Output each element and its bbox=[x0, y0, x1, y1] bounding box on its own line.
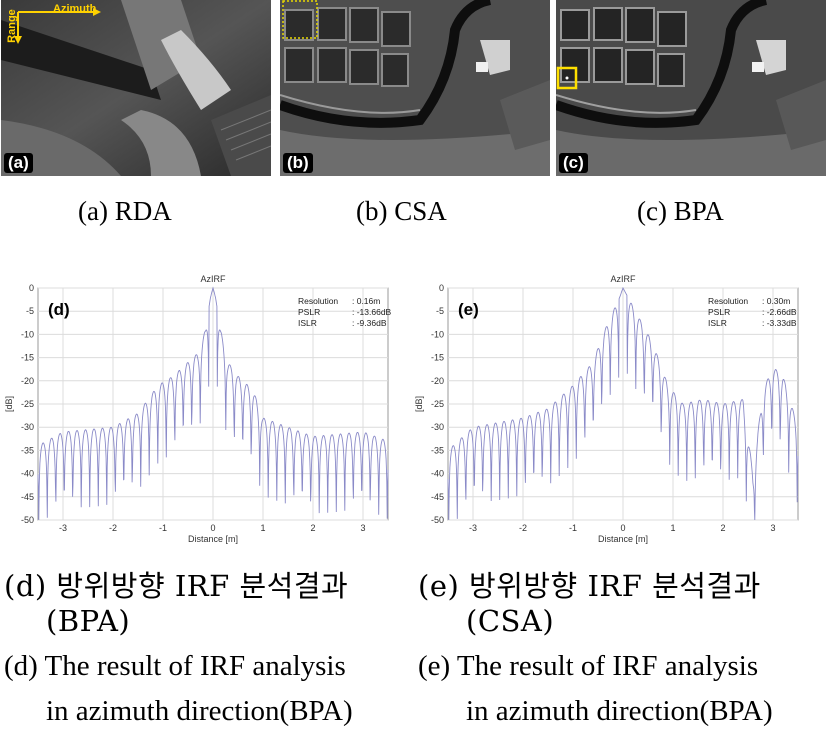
caption-en-e-line1: (e) The result of IRF analysis bbox=[418, 650, 759, 682]
y-tick-label: -30 bbox=[431, 422, 444, 432]
sar-image-csa: (b) bbox=[280, 0, 550, 176]
stat-label: Resolution bbox=[298, 296, 338, 306]
y-tick-label: -15 bbox=[21, 353, 34, 363]
x-tick-label: 2 bbox=[310, 523, 315, 533]
x-tick-label: 0 bbox=[210, 523, 215, 533]
stat-label: PSLR bbox=[708, 307, 730, 317]
panel-label-c: (c) bbox=[559, 153, 588, 173]
y-tick-label: -50 bbox=[21, 515, 34, 525]
x-tick-label: -3 bbox=[59, 523, 67, 533]
y-tick-label: -15 bbox=[431, 353, 444, 363]
x-tick-label: -1 bbox=[159, 523, 167, 533]
caption-ko-d-line1: (d) 방위방향 IRF 분석결과 bbox=[4, 569, 349, 603]
stat-value: : 0.30m bbox=[762, 296, 790, 306]
stat-label: PSLR bbox=[298, 307, 320, 317]
stat-value: : -3.33dB bbox=[762, 318, 797, 328]
irf-plot-bpa: 0 -5 -10 -15 -20 -25 -30 -35 -40 -45 -50 -3 -2 -1 0 1 2 3… bbox=[0, 270, 405, 550]
caption-ko-e-line2: (CSA) bbox=[466, 604, 555, 638]
y-tick-label: -25 bbox=[21, 399, 34, 409]
panel-label: (e) bbox=[458, 300, 479, 319]
panel-label-b: (b) bbox=[283, 153, 313, 173]
irf-series-line bbox=[447, 286, 799, 521]
panel-label-a: (a) bbox=[4, 153, 33, 173]
stat-value: : -13.66dB bbox=[352, 307, 392, 317]
irf-chart-bpa: 0-5-10-15-20-25-30-35-40-45-50-3 -2 -1 0 1 2 3… bbox=[4, 274, 392, 544]
y-tick-label: 0 bbox=[29, 283, 34, 293]
y-tick-label: -45 bbox=[21, 492, 34, 502]
caption-en-d-line2: in azimuth direction(BPA) bbox=[46, 695, 353, 727]
x-tick-label: 3 bbox=[770, 523, 775, 533]
caption-bpa: (c) BPA bbox=[637, 196, 724, 226]
range-azimuth-arrows bbox=[14, 8, 101, 44]
sar-image-rda: (a) Azimuth Range bbox=[1, 0, 271, 176]
y-tick-label: -5 bbox=[26, 306, 34, 316]
y-tick-label: -25 bbox=[431, 399, 444, 409]
y-tick-label: -20 bbox=[431, 376, 444, 386]
azimuth-annotation: Azimuth bbox=[53, 3, 97, 15]
irf-chart-csa: 0-5-10-15-20-25-30-35-40-45-50-3 -2 -1 0 1 2 3… bbox=[414, 274, 799, 544]
chart-title: AzIRF bbox=[200, 274, 226, 284]
y-tick-label: -10 bbox=[431, 329, 444, 339]
stat-value: : -9.36dB bbox=[352, 318, 387, 328]
x-tick-label: -1 bbox=[569, 523, 577, 533]
y-tick-label: -20 bbox=[21, 376, 34, 386]
x-tick-label: 1 bbox=[670, 523, 675, 533]
x-tick-label: 3 bbox=[360, 523, 365, 533]
stat-label: ISLR bbox=[298, 318, 317, 328]
irf-series-line bbox=[37, 286, 389, 521]
caption-ko-e-line1: (e) 방위방향 IRF 분석결과 bbox=[418, 569, 761, 603]
y-tick-label: -10 bbox=[21, 329, 34, 339]
irf-plot-csa: 0 -5 -10 -15 -20 -25 -30 -35 -40 -45 -50 -3 -2 -1 0 1 2 3… bbox=[410, 270, 815, 550]
y-axis-label: [dB] bbox=[4, 396, 14, 412]
y-tick-label: -35 bbox=[21, 445, 34, 455]
y-tick-label: -40 bbox=[431, 469, 444, 479]
x-tick-label: 0 bbox=[620, 523, 625, 533]
x-tick-label: 1 bbox=[260, 523, 265, 533]
x-axis-label: Distance [m] bbox=[598, 534, 648, 544]
caption-csa: (b) CSA bbox=[356, 196, 447, 226]
range-annotation: Range bbox=[5, 9, 18, 43]
caption-rda: (a) RDA bbox=[78, 196, 172, 226]
panel-label: (d) bbox=[48, 300, 70, 319]
y-tick-label: -50 bbox=[431, 515, 444, 525]
y-tick-label: -35 bbox=[431, 445, 444, 455]
y-tick-label: -5 bbox=[436, 306, 444, 316]
stat-value: : 0.16m bbox=[352, 296, 380, 306]
x-tick-label: 2 bbox=[720, 523, 725, 533]
y-axis-label: [dB] bbox=[414, 396, 424, 412]
y-tick-label: -30 bbox=[21, 422, 34, 432]
y-tick-label: 0 bbox=[439, 283, 444, 293]
sar-image-bpa: (c) bbox=[556, 0, 826, 176]
x-tick-label: -3 bbox=[469, 523, 477, 533]
stat-value: : -2.66dB bbox=[762, 307, 797, 317]
caption-ko-d-line2: (BPA) bbox=[46, 604, 131, 638]
y-tick-label: -45 bbox=[431, 492, 444, 502]
x-tick-label: -2 bbox=[519, 523, 527, 533]
x-axis-label: Distance [m] bbox=[188, 534, 238, 544]
y-tick-label: -40 bbox=[21, 469, 34, 479]
caption-en-d-line1: (d) The result of IRF analysis bbox=[4, 650, 346, 682]
stat-label: ISLR bbox=[708, 318, 727, 328]
chart-title: AzIRF bbox=[610, 274, 636, 284]
stat-label: Resolution bbox=[708, 296, 748, 306]
x-tick-label: -2 bbox=[109, 523, 117, 533]
caption-en-e-line2: in azimuth direction(BPA) bbox=[466, 695, 773, 727]
